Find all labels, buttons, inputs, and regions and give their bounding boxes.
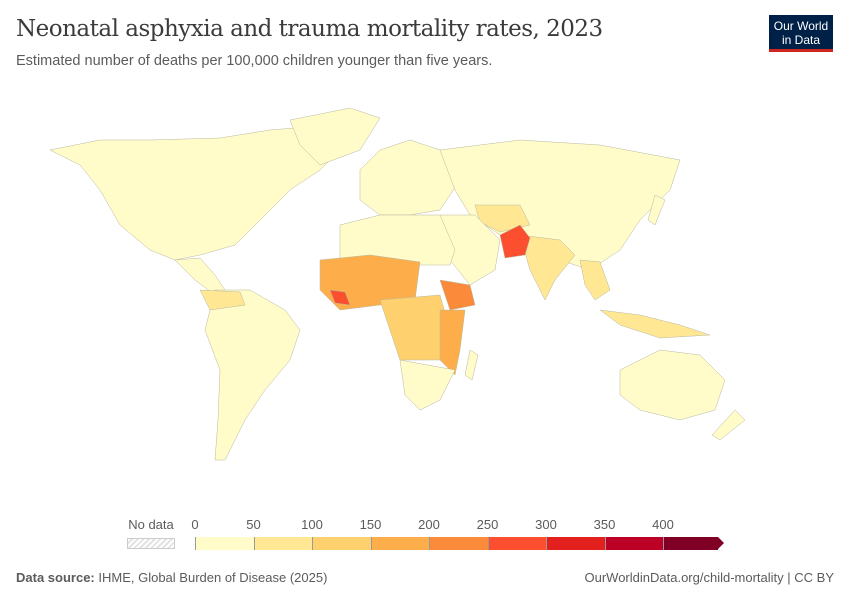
legend-tick: 250 — [476, 517, 499, 532]
legend-bin[interactable] — [253, 537, 312, 550]
data-source: Data source: IHME, Global Burden of Dise… — [16, 570, 328, 585]
subtitle: Estimated number of deaths per 100,000 c… — [16, 53, 493, 69]
region-new-zealand — [711, 409, 746, 441]
legend-bin[interactable] — [604, 537, 663, 550]
region-indonesia — [599, 309, 711, 339]
legend-bin[interactable] — [546, 537, 605, 550]
region-south-america — [204, 289, 301, 461]
region-southeast-asia — [579, 259, 611, 301]
legend-bin[interactable] — [429, 537, 488, 550]
legend-bin[interactable] — [663, 537, 718, 550]
region-india — [519, 234, 576, 301]
legend-bin[interactable] — [312, 537, 371, 550]
legend-tick: 300 — [535, 517, 557, 532]
legend-bin[interactable] — [195, 537, 254, 550]
region-ethiopia — [439, 279, 476, 311]
color-legend: No data 0 50 100 150 200 250 300 350 400 — [0, 515, 850, 555]
legend-arrow — [717, 537, 724, 549]
region-guianas — [199, 289, 246, 311]
region-central-america — [174, 257, 226, 296]
region-australia — [619, 349, 726, 421]
region-japan — [647, 194, 666, 226]
region-southern-africa — [399, 359, 456, 411]
legend-tick: 350 — [593, 517, 616, 532]
region-central-africa — [379, 294, 451, 361]
region-greenland — [289, 107, 381, 166]
legend-bin[interactable] — [370, 537, 429, 550]
world-map[interactable] — [0, 85, 850, 505]
legend-tick: 0 — [191, 517, 199, 532]
legend-no-data-swatch — [127, 538, 175, 549]
region-europe — [359, 139, 461, 216]
legend-tick: 200 — [418, 517, 440, 532]
legend-bin[interactable] — [487, 537, 546, 550]
legend-tick: 50 — [246, 517, 261, 532]
region-pakistan — [499, 224, 531, 259]
region-east-africa — [439, 309, 466, 376]
region-madagascar — [464, 349, 479, 381]
legend-no-data-label: No data — [128, 517, 174, 532]
legend-tick: 400 — [652, 517, 674, 532]
owid-logo[interactable]: Our World in Data — [769, 15, 833, 52]
legend-tick: 100 — [301, 517, 323, 532]
region-sierra-leone — [329, 289, 351, 306]
legend-tick: 150 — [359, 517, 382, 532]
source-url[interactable]: OurWorldinData.org/child-mortality | CC … — [584, 570, 835, 585]
region-north-america — [49, 124, 351, 261]
page-title: Neonatal asphyxia and trauma mortality r… — [16, 16, 603, 42]
